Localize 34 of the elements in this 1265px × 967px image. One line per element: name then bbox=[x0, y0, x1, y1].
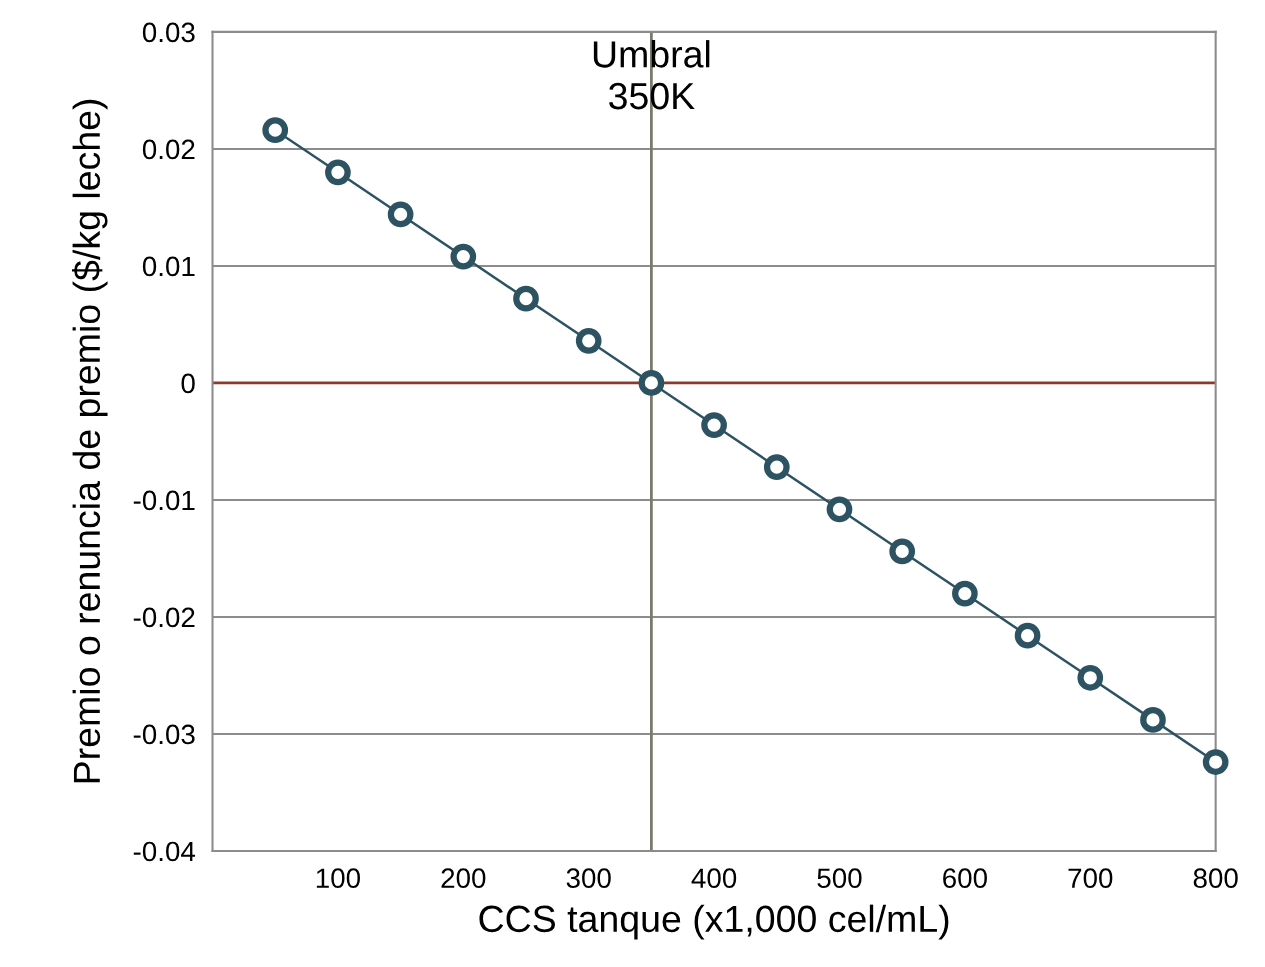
point bbox=[513, 285, 539, 312]
y-tick-label: -0.02 bbox=[133, 607, 195, 628]
x-axis-title: CCS tanque (x1,000 cel/mL) bbox=[479, 904, 949, 940]
y-tick-label: 0.01 bbox=[142, 256, 195, 277]
y-tick-label: 0.02 bbox=[142, 139, 195, 160]
point bbox=[826, 496, 853, 523]
x-tick-label: 300 bbox=[566, 868, 611, 889]
point bbox=[638, 370, 665, 396]
x-tick-label: 500 bbox=[817, 868, 862, 889]
point bbox=[889, 538, 916, 565]
point bbox=[701, 412, 727, 438]
point bbox=[262, 117, 289, 144]
y-tick-label: 0.03 bbox=[142, 22, 195, 43]
x-tick-label: 600 bbox=[943, 868, 987, 889]
y-tick-label: 0 bbox=[181, 373, 195, 394]
x-tick-label: 800 bbox=[1193, 868, 1238, 889]
y-axis-title: Premio o renuncia de premio ($/kg leche) bbox=[72, 99, 108, 783]
point bbox=[763, 454, 790, 481]
point bbox=[1202, 749, 1229, 775]
x-tick-label: 200 bbox=[441, 868, 486, 889]
y-tick-label: -0.03 bbox=[133, 724, 195, 745]
point bbox=[952, 580, 978, 607]
point bbox=[1014, 622, 1041, 649]
y-tick-label: -0.01 bbox=[133, 490, 195, 511]
point bbox=[450, 243, 477, 270]
x-tick-label: 100 bbox=[316, 868, 360, 889]
point bbox=[575, 327, 602, 354]
y-tick-label: -0.04 bbox=[133, 841, 196, 862]
x-tick-label: 400 bbox=[691, 868, 737, 889]
point bbox=[1140, 707, 1166, 733]
x-tick-label: 700 bbox=[1068, 868, 1113, 889]
point bbox=[1077, 664, 1104, 691]
point bbox=[325, 159, 351, 186]
point bbox=[387, 201, 414, 228]
